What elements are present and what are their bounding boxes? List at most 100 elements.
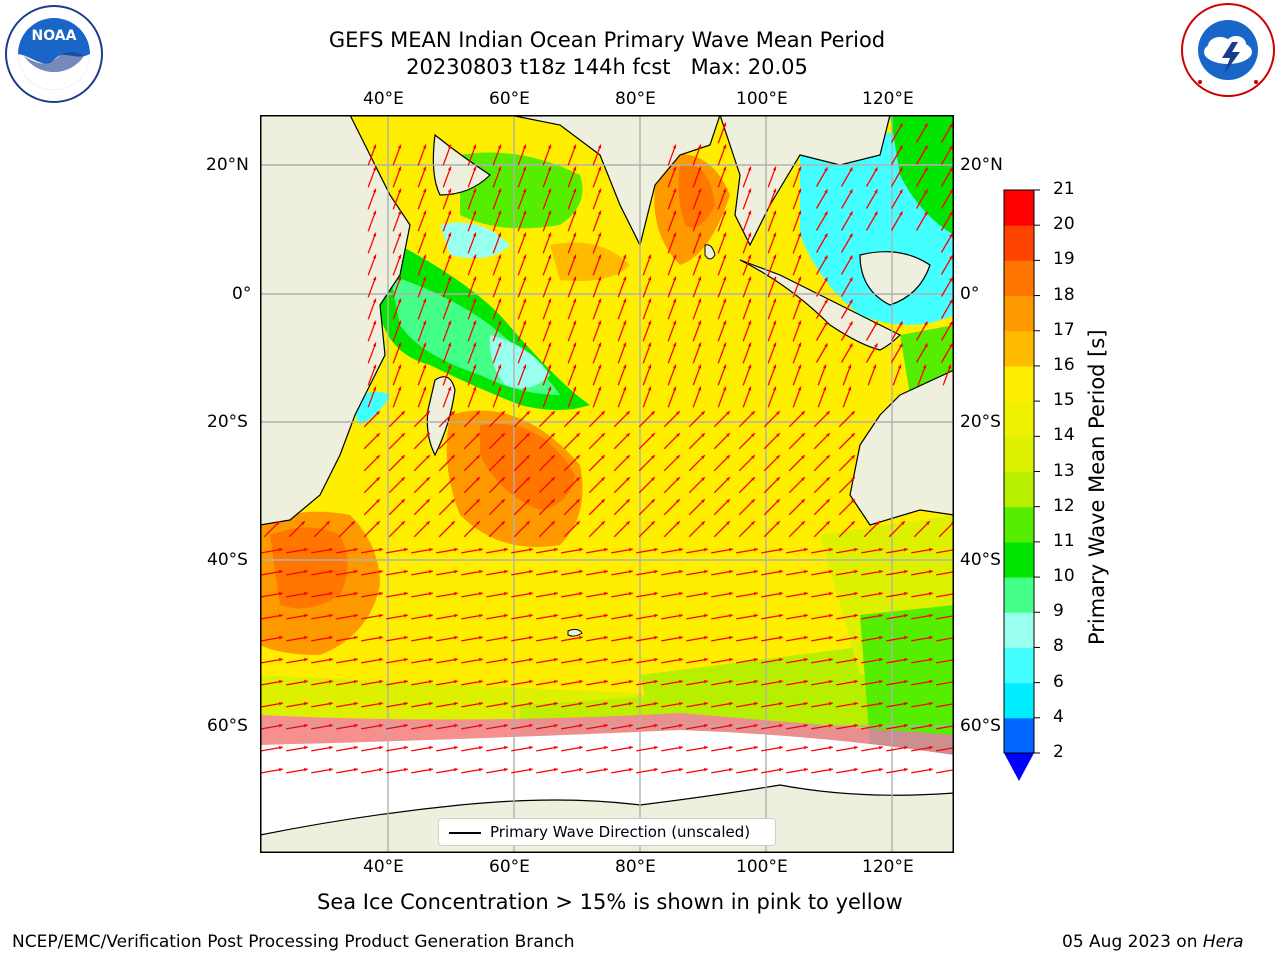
colorbar-tick-label: 15 [1053, 390, 1075, 411]
wave-direction-arrow [661, 701, 683, 708]
wave-direction-arrow [567, 298, 577, 320]
wave-direction-arrow [561, 723, 583, 730]
lat-tick-left: 20°S [207, 412, 248, 432]
wave-direction-arrow [592, 232, 602, 254]
wave-direction-arrow [286, 767, 308, 774]
wave-period-map [260, 115, 954, 853]
wave-direction-arrow [438, 432, 456, 450]
wave-direction-arrow [417, 298, 427, 320]
wave-direction-arrow [338, 520, 356, 538]
wave-direction-arrow [636, 613, 658, 620]
wave-direction-arrow [336, 591, 358, 598]
wave-direction-arrow [561, 547, 583, 554]
wave-direction-arrow [611, 569, 633, 576]
colorbar-tick-label: 11 [1053, 530, 1075, 551]
wave-direction-arrow [386, 701, 408, 708]
wave-direction-arrow [638, 520, 656, 538]
wave-direction-arrow [586, 569, 608, 576]
wave-direction-arrow [517, 188, 527, 210]
wave-direction-arrow [936, 637, 954, 642]
wave-direction-arrow [667, 386, 677, 408]
wave-direction-arrow [636, 679, 658, 686]
wave-direction-arrow [361, 701, 383, 708]
sea-ice-caption: Sea Ice Concentration > 15% is shown in … [317, 890, 903, 914]
wave-direction-arrow [592, 320, 602, 342]
wave-direction-arrow [392, 232, 402, 254]
wave-direction-arrow [738, 498, 756, 516]
wave-direction-arrow [567, 232, 577, 254]
colorbar-tick-label: 14 [1053, 425, 1075, 446]
wave-direction-arrow [661, 723, 683, 730]
wave-direction-arrow [513, 520, 531, 538]
wave-direction-arrow [561, 657, 583, 664]
wave-direction-arrow [713, 520, 731, 538]
wave-direction-arrow [786, 679, 808, 686]
wave-direction-arrow [486, 701, 508, 708]
wave-direction-arrow [915, 189, 929, 209]
wave-direction-arrow [836, 613, 858, 620]
wave-direction-arrow [536, 613, 558, 620]
wave-direction-arrow [517, 298, 527, 320]
footer-left: NCEP/EMC/Verification Post Processing Pr… [12, 932, 575, 952]
wave-direction-arrow [467, 364, 477, 386]
wave-direction-arrow [586, 767, 608, 774]
wave-direction-arrow [661, 679, 683, 686]
colorbar-bin [1004, 436, 1034, 472]
wave-direction-arrow [792, 166, 802, 188]
wave-direction-arrow [936, 769, 954, 774]
wave-direction-arrow [492, 276, 502, 298]
colorbar-bin [1004, 295, 1034, 332]
wave-direction-arrow [736, 657, 758, 664]
wave-direction-arrow [567, 320, 577, 342]
wave-direction-arrow [617, 342, 627, 364]
wave-direction-arrow [438, 454, 456, 472]
wave-direction-arrow [786, 635, 808, 642]
wave-direction-arrow [692, 254, 702, 276]
wave-direction-arrow [811, 569, 833, 576]
wave-direction-arrow [711, 657, 733, 664]
wave-direction-arrow [813, 410, 831, 428]
wave-direction-arrow [642, 386, 652, 408]
wave-direction-arrow [915, 145, 929, 165]
wave-direction-arrow [361, 723, 383, 730]
wave-direction-arrow [561, 701, 583, 708]
wave-direction-arrow [411, 745, 433, 752]
wave-direction-arrow [736, 745, 758, 752]
wave-direction-arrow [890, 123, 904, 143]
wave-direction-arrow [336, 657, 358, 664]
wave-direction-arrow [942, 364, 952, 386]
wave-direction-arrow [711, 613, 733, 620]
wave-direction-arrow [617, 298, 627, 320]
wave-direction-arrow [363, 410, 381, 428]
wave-direction-arrow [542, 144, 552, 166]
wave-direction-arrow [840, 321, 854, 341]
wave-direction-arrow [561, 745, 583, 752]
colorbar [1003, 189, 1040, 781]
wave-direction-arrow [786, 745, 808, 752]
wave-direction-arrow [436, 635, 458, 642]
lat-tick-right: 60°S [960, 716, 1001, 736]
wave-direction-arrow [717, 320, 727, 342]
wave-direction-arrow [688, 520, 706, 538]
wave-direction-arrow [436, 569, 458, 576]
wave-direction-arrow [492, 232, 502, 254]
wave-direction-arrow [667, 144, 677, 166]
wave-direction-arrow [617, 320, 627, 342]
wave-direction-arrow [915, 211, 929, 231]
wave-direction-arrow [742, 254, 752, 276]
wave-direction-arrow [513, 454, 531, 472]
wave-direction-arrow [861, 745, 883, 752]
wave-direction-arrow [638, 476, 656, 494]
wave-direction-arrow [492, 254, 502, 276]
wave-direction-arrow [761, 635, 783, 642]
wave-direction-arrow [592, 364, 602, 386]
wave-direction-arrow [815, 277, 829, 297]
wave-direction-arrow [542, 210, 552, 232]
wave-direction-arrow [617, 276, 627, 298]
wave-direction-arrow [811, 701, 833, 708]
wave-direction-arrow [286, 613, 308, 620]
wave-direction-arrow [286, 679, 308, 686]
wave-direction-arrow [661, 569, 683, 576]
wave-direction-arrow [336, 613, 358, 620]
lon-tick-bottom: 100°E [736, 857, 788, 877]
